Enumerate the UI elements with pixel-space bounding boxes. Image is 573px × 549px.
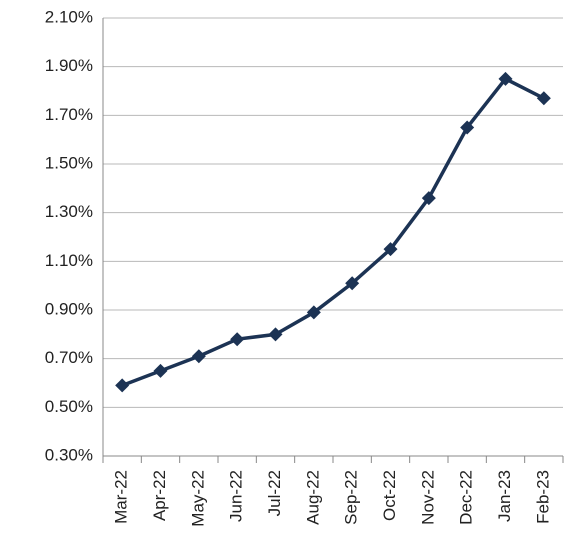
x-tick-label: May-22 (188, 470, 207, 527)
line (121, 77, 545, 388)
x-tick-label: Apr-22 (150, 470, 169, 521)
x-tick-label: Dec-22 (457, 470, 476, 525)
x-tick-label: Jan-23 (495, 470, 514, 522)
y-tick-label: 0.90% (45, 299, 93, 318)
y-tick-label: 0.50% (45, 397, 93, 416)
x-tick-label: Nov-22 (418, 470, 437, 525)
marker (306, 305, 321, 320)
marker (153, 363, 168, 378)
y-tick-label: 2.10% (45, 7, 93, 26)
marker (268, 327, 283, 342)
marker (115, 378, 130, 393)
y-tick-label: 1.30% (45, 202, 93, 221)
y-tick-label: 1.10% (45, 251, 93, 270)
y-tick-label: 1.90% (45, 56, 93, 75)
x-tick-label: Jun-22 (227, 470, 246, 522)
x-tick-label: Oct-22 (380, 470, 399, 521)
x-tick-label: Sep-22 (342, 470, 361, 525)
marker (421, 191, 436, 206)
y-tick-label: 1.50% (45, 153, 93, 172)
y-tick-label: 0.70% (45, 348, 93, 367)
x-tick-label: Mar-22 (112, 470, 131, 524)
marker (383, 242, 398, 257)
y-tick-label: 0.30% (45, 445, 93, 464)
x-tick-label: Aug-22 (303, 470, 322, 525)
marker (498, 71, 513, 86)
x-tick-label: Jul-22 (265, 470, 284, 516)
y-tick-label: 1.70% (45, 105, 93, 124)
marker (345, 276, 360, 291)
marker (191, 349, 206, 364)
marker (460, 120, 475, 135)
marker (230, 332, 245, 347)
x-tick-label: Feb-23 (533, 470, 552, 524)
marker (536, 91, 551, 106)
